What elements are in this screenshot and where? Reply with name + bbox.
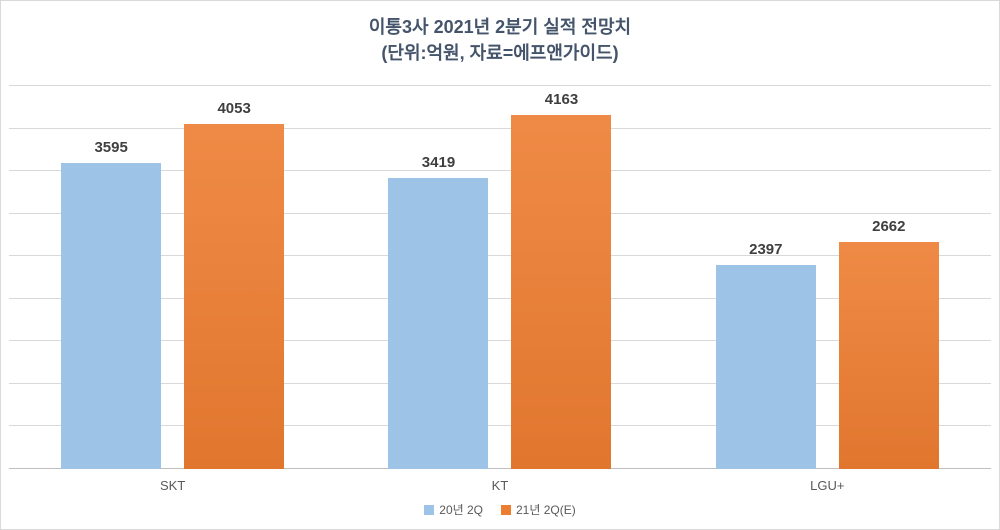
gridline xyxy=(9,170,991,172)
category-label: SKT xyxy=(160,478,186,493)
legend-item-0: 20년 2Q xyxy=(424,501,483,518)
chart-title: 이통3사 2021년 2분기 실적 전망치 xyxy=(368,17,632,37)
bars-area: 3595 4053 SKT 3419 4163 KT 2397 2662 LGU+ xyxy=(9,86,991,493)
category-label: KT xyxy=(491,478,509,493)
legend-label: 21년 2Q(E) xyxy=(516,503,576,517)
chart-subtitle: (단위:억원, 자료=에프앤가이드) xyxy=(381,43,619,63)
legend-swatch-icon xyxy=(424,504,435,515)
legend-item-1: 21년 2Q(E) xyxy=(501,501,576,518)
gridline xyxy=(9,212,991,214)
data-label: 2662 xyxy=(872,218,906,236)
bar-lgu-series-0: 2397 xyxy=(715,241,816,469)
gridline xyxy=(9,85,991,86)
plot-area: 3595 4053 SKT 3419 4163 KT 2397 2662 LGU+ xyxy=(9,85,991,493)
bar-skt-series-1: 4053 xyxy=(184,100,285,469)
gridline xyxy=(9,297,991,299)
legend: 20년 2Q 21년 2Q(E) xyxy=(1,501,999,518)
bar-lgu-series-1: 2662 xyxy=(838,218,939,469)
gridline xyxy=(9,127,991,129)
data-label: 3595 xyxy=(94,139,128,157)
data-label: 4163 xyxy=(544,90,579,108)
bar-kt-series-1: 4163 xyxy=(511,91,612,469)
x-axis-line xyxy=(9,468,991,469)
data-label: 4053 xyxy=(217,100,251,118)
bar-kt-series-0: 3419 xyxy=(388,154,489,469)
category-label: LGU+ xyxy=(810,478,845,493)
gridline xyxy=(9,255,991,257)
data-label: 3419 xyxy=(421,154,456,172)
legend-swatch-icon xyxy=(501,504,511,515)
bar-group-skt: 3595 4053 SKT xyxy=(61,86,285,493)
bar-skt-series-0: 3595 xyxy=(61,139,162,469)
data-label: 2397 xyxy=(749,241,783,258)
gridline xyxy=(9,425,991,427)
legend-label: 20년 2Q xyxy=(439,503,483,517)
gridline xyxy=(9,382,991,384)
chart-header: 이통3사 2021년 2분기 실적 전망치 (단위:억원, 자료=에프앤가이드) xyxy=(1,1,999,66)
gridline xyxy=(9,340,991,342)
bar-group-kt: 3419 4163 KT xyxy=(388,86,612,493)
bar-group-lgu: 2397 2662 LGU+ xyxy=(715,86,939,493)
